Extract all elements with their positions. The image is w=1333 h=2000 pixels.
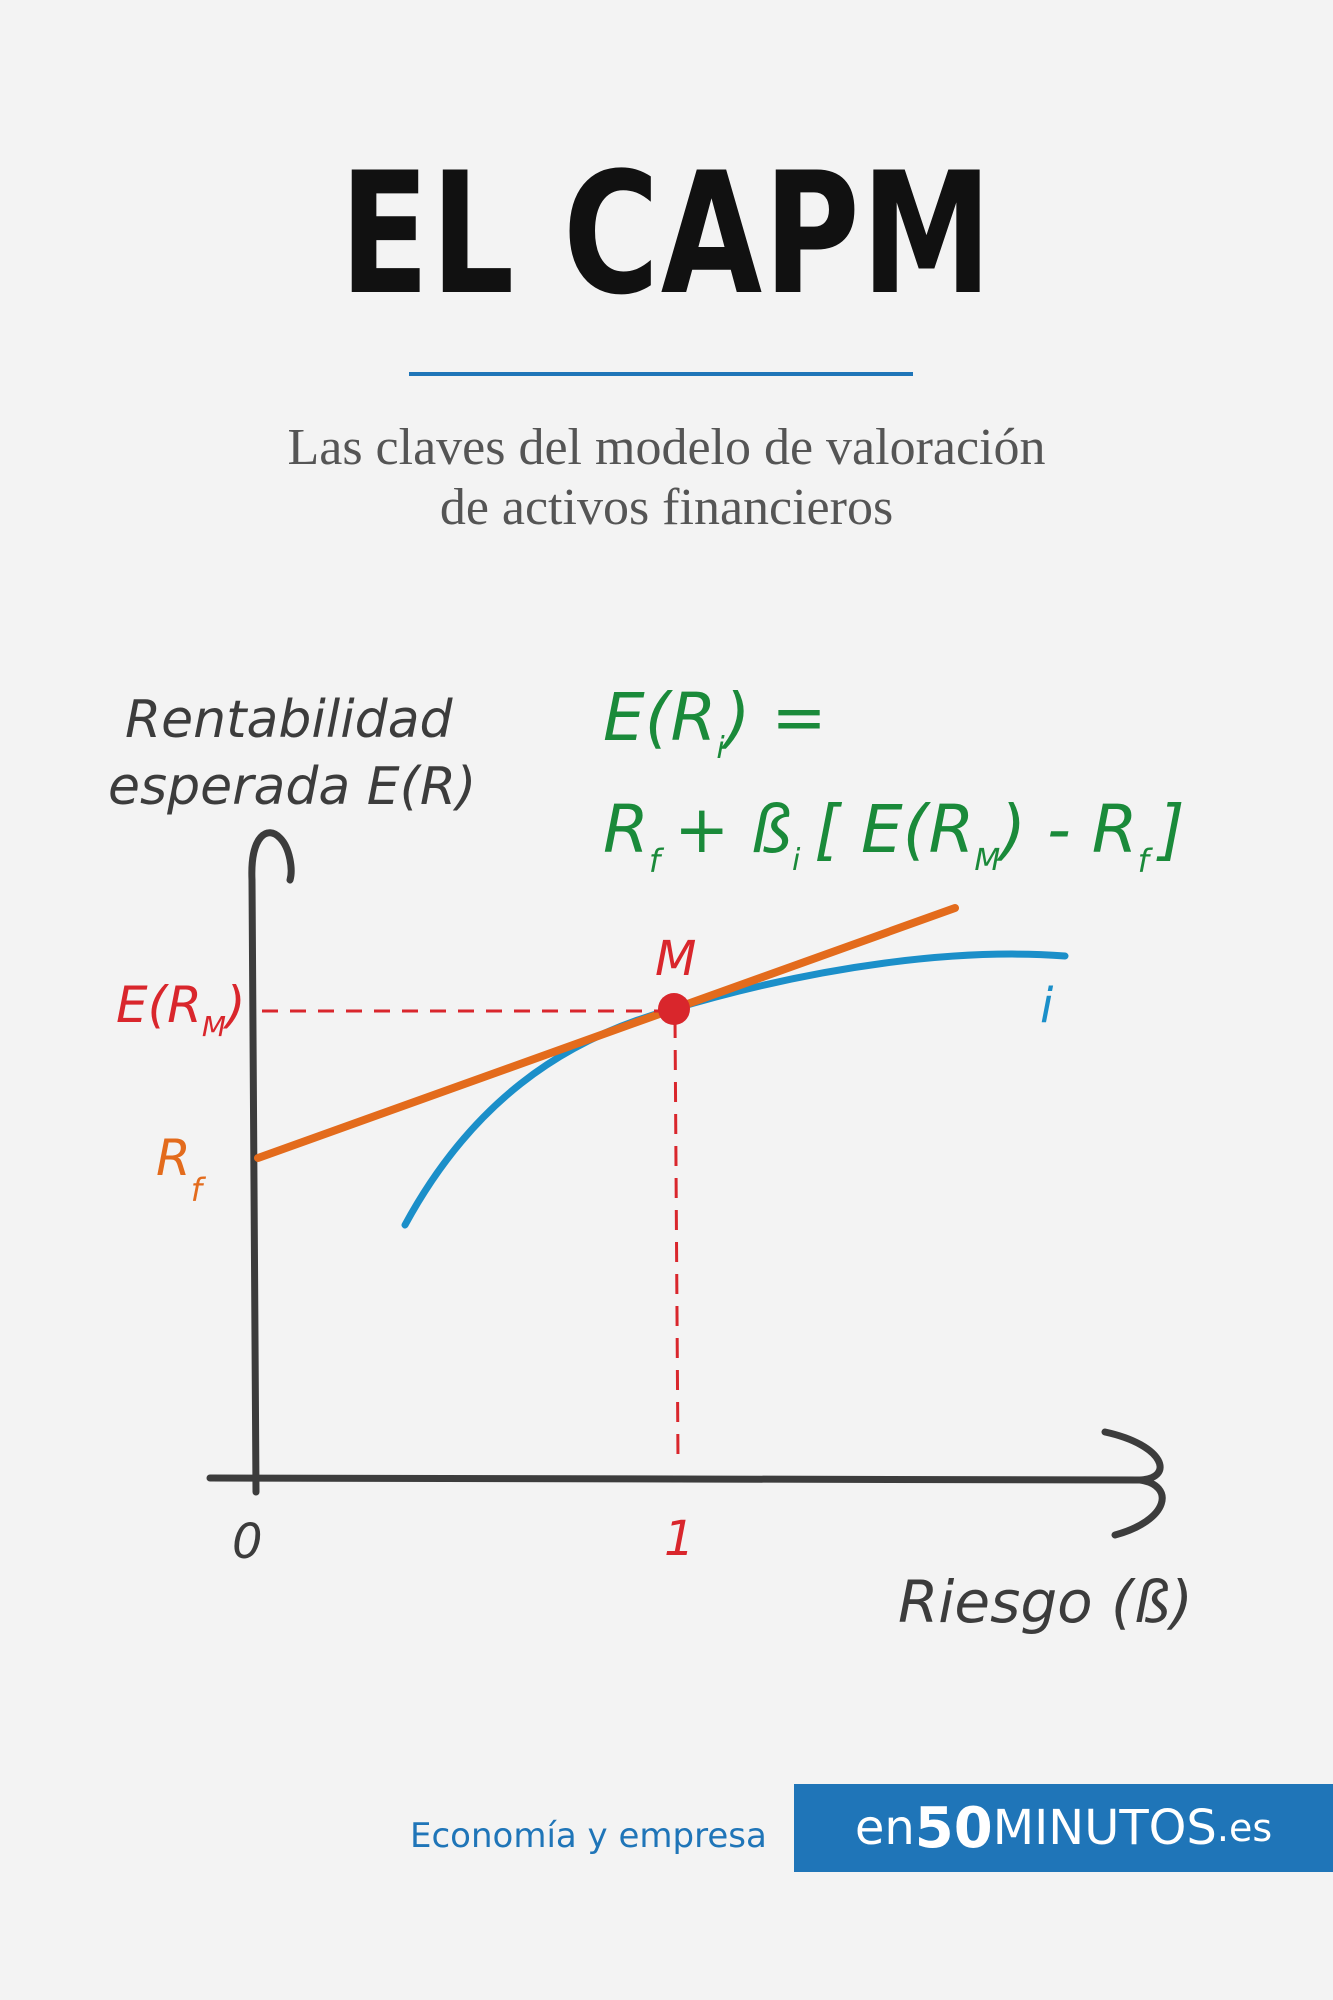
subtitle-line-1: Las claves del modelo de valoración bbox=[287, 419, 1046, 476]
category-label: Economía y empresa bbox=[410, 1816, 767, 1856]
subtitle-line-2: de activos financieros bbox=[439, 479, 894, 536]
x-axis bbox=[206, 1428, 1166, 1539]
capm-formula-line-2: Rf + ßi[ E(RM) - Rf] bbox=[603, 791, 1185, 880]
brand-number: 50 bbox=[914, 1795, 993, 1861]
capm-formula-line-1: E(Ri) = bbox=[603, 679, 827, 766]
security-market-line bbox=[254, 904, 959, 1162]
market-point-label: M bbox=[655, 931, 696, 987]
y-axis-label-line-2: esperada E(R) bbox=[108, 757, 476, 817]
title-divider bbox=[409, 372, 913, 376]
y-axis-label-line-1: Rentabilidad bbox=[125, 690, 454, 750]
market-point bbox=[658, 993, 690, 1025]
market-beta-tick-label: 1 bbox=[664, 1511, 695, 1567]
market-return-label: E(RM) bbox=[116, 976, 246, 1043]
book-subtitle: Las claves del modelo de valoración de a… bbox=[0, 418, 1333, 538]
x-axis-label: Riesgo (ß) bbox=[898, 1568, 1193, 1636]
market-beta-guide bbox=[673, 1017, 680, 1461]
brand-word: MINUTOS bbox=[992, 1800, 1217, 1856]
asset-curve-label: i bbox=[1040, 978, 1054, 1034]
book-title: EL CAPM bbox=[339, 136, 994, 332]
risk-free-label: Rf bbox=[156, 1129, 207, 1209]
publisher-logo: en 50 MINUTOS .es bbox=[794, 1784, 1333, 1872]
asset-curve-i bbox=[401, 950, 1069, 1229]
brand-prefix: en bbox=[854, 1800, 915, 1856]
y-axis bbox=[248, 829, 295, 1496]
brand-domain: .es bbox=[1216, 1806, 1273, 1850]
origin-tick-label: 0 bbox=[232, 1514, 263, 1570]
